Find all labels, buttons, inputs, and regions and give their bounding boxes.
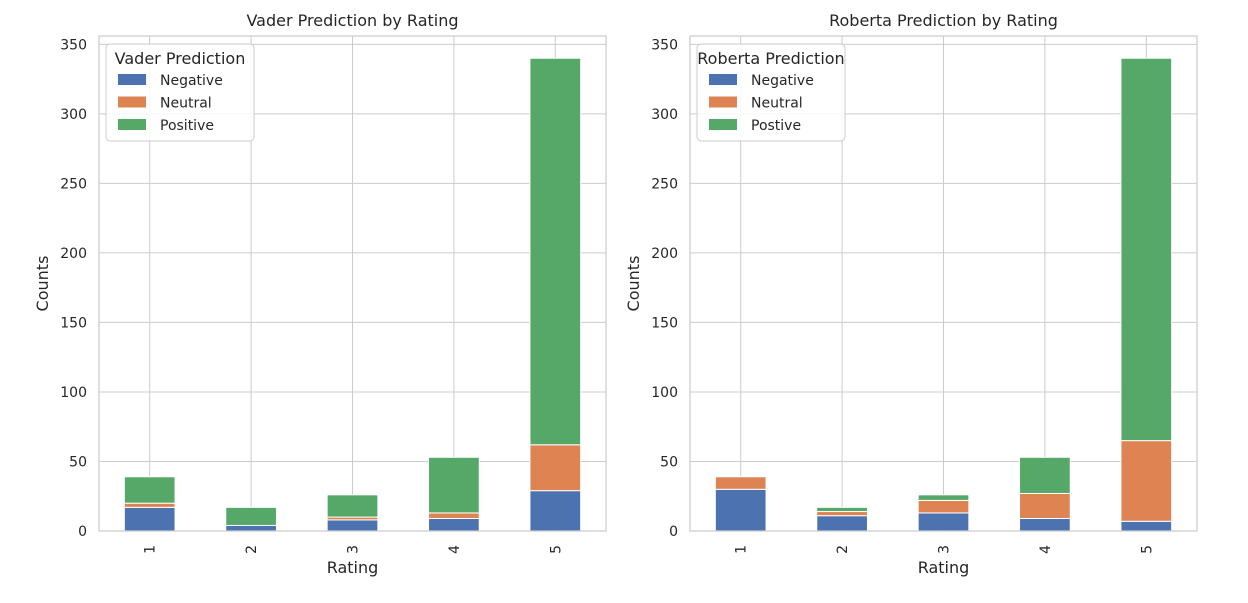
vader-chart: 0 50 100 150 200 250 300 350 1 2 3 4 5 Vader Predicti…: [33, 11, 607, 577]
bar-postive-2: [816, 506, 868, 513]
bar-negative-2: [225, 524, 277, 532]
bar-positive-2: [225, 506, 277, 526]
bar-positive-4: [428, 456, 480, 514]
chart-title: Vader Prediction by Rating: [246, 11, 458, 30]
x-tick-label: 5: [548, 545, 564, 554]
legend-title: Roberta Prediction: [697, 49, 844, 68]
x-tick-label: 1: [143, 545, 159, 554]
y-tick-label: 100: [651, 385, 678, 401]
bar-positive-3: [326, 494, 379, 518]
bar-neutral-1: [123, 502, 176, 508]
y-tick-label: 200: [651, 246, 678, 262]
bar-negative-5: [529, 490, 582, 532]
x-tick-label: 4: [1038, 545, 1054, 554]
x-tick-label: 2: [835, 545, 851, 554]
x-tick-label: 4: [447, 545, 463, 554]
x-axis-label: Rating: [918, 558, 970, 577]
bar-neutral-5: [529, 444, 582, 492]
legend-swatch-neutral: [118, 96, 146, 108]
y-tick-label: 100: [60, 385, 87, 401]
legend-swatch-negative: [709, 74, 737, 85]
legend-swatch-positive: [118, 119, 146, 130]
x-tick-label: 2: [244, 545, 260, 554]
y-tick-label: 0: [78, 524, 87, 540]
legend-entry-neutral: Neutral: [751, 96, 803, 112]
y-tick-label: 200: [60, 246, 87, 262]
bar-neutral-4: [1019, 492, 1071, 519]
bar-negative-1: [123, 506, 176, 532]
bar-negative-5: [1120, 520, 1173, 532]
plot-frame: [98, 35, 607, 532]
y-tick-label: 250: [651, 176, 678, 192]
legend-title: Vader Prediction: [115, 49, 246, 68]
y-tick-label: 150: [60, 315, 87, 331]
bar-neutral-2: [816, 511, 868, 517]
legend-box: [105, 43, 255, 142]
y-tick-label: 50: [660, 454, 678, 470]
bar-negative-3: [917, 512, 970, 532]
legend-swatch-postive: [709, 119, 737, 130]
y-tick-label: 300: [60, 107, 87, 123]
y-tick-label: 150: [651, 315, 678, 331]
legend: Roberta Prediction Negative Neutral Postive: [696, 43, 846, 142]
y-tick-label: 250: [60, 176, 87, 192]
x-tick-label: 5: [1139, 545, 1155, 554]
bar-neutral-4: [428, 512, 480, 519]
bar-postive-4: [1019, 456, 1071, 494]
y-axis-label: Counts: [624, 256, 643, 312]
bar-negative-3: [326, 519, 379, 532]
x-axis-label: Rating: [327, 558, 379, 577]
bar-neutral-1: [714, 476, 767, 490]
x-tick-label: 1: [734, 545, 750, 554]
roberta-chart: 0 50 100 150 200 250 300 350 1 2 3 4 5 Roberta Predic…: [624, 11, 1198, 577]
legend: Vader Prediction Negative Neutral Positive: [105, 43, 255, 142]
y-tick-label: 50: [69, 454, 87, 470]
legend-entry-positive: Positive: [160, 118, 214, 134]
legend-swatch-negative: [118, 74, 146, 85]
bar-negative-4: [1019, 517, 1071, 532]
bar-neutral-3: [917, 499, 970, 514]
plot-frame: [689, 35, 1198, 532]
legend-entry-postive: Postive: [751, 118, 801, 134]
legend-entry-negative: Negative: [751, 73, 814, 89]
bar-negative-2: [816, 515, 868, 532]
bar-neutral-5: [1120, 440, 1173, 522]
y-tick-label: 350: [651, 37, 678, 53]
x-tick-label: 3: [937, 545, 953, 554]
bar-postive-5: [1120, 57, 1173, 442]
legend-swatch-neutral: [709, 96, 737, 108]
y-tick-label: 0: [669, 524, 678, 540]
legend-entry-neutral: Neutral: [160, 96, 212, 112]
y-tick-label: 300: [651, 107, 678, 123]
bar-positive-5: [529, 57, 582, 446]
bar-negative-1: [714, 488, 767, 532]
bar-positive-1: [123, 476, 176, 504]
legend-entry-negative: Negative: [160, 73, 223, 89]
y-axis-label: Counts: [33, 256, 52, 312]
bar-postive-3: [917, 494, 970, 501]
x-tick-label: 3: [346, 545, 362, 554]
bar-negative-4: [428, 517, 480, 532]
chart-title: Roberta Prediction by Rating: [829, 11, 1058, 30]
legend-box: [696, 43, 846, 142]
y-tick-label: 350: [60, 37, 87, 53]
